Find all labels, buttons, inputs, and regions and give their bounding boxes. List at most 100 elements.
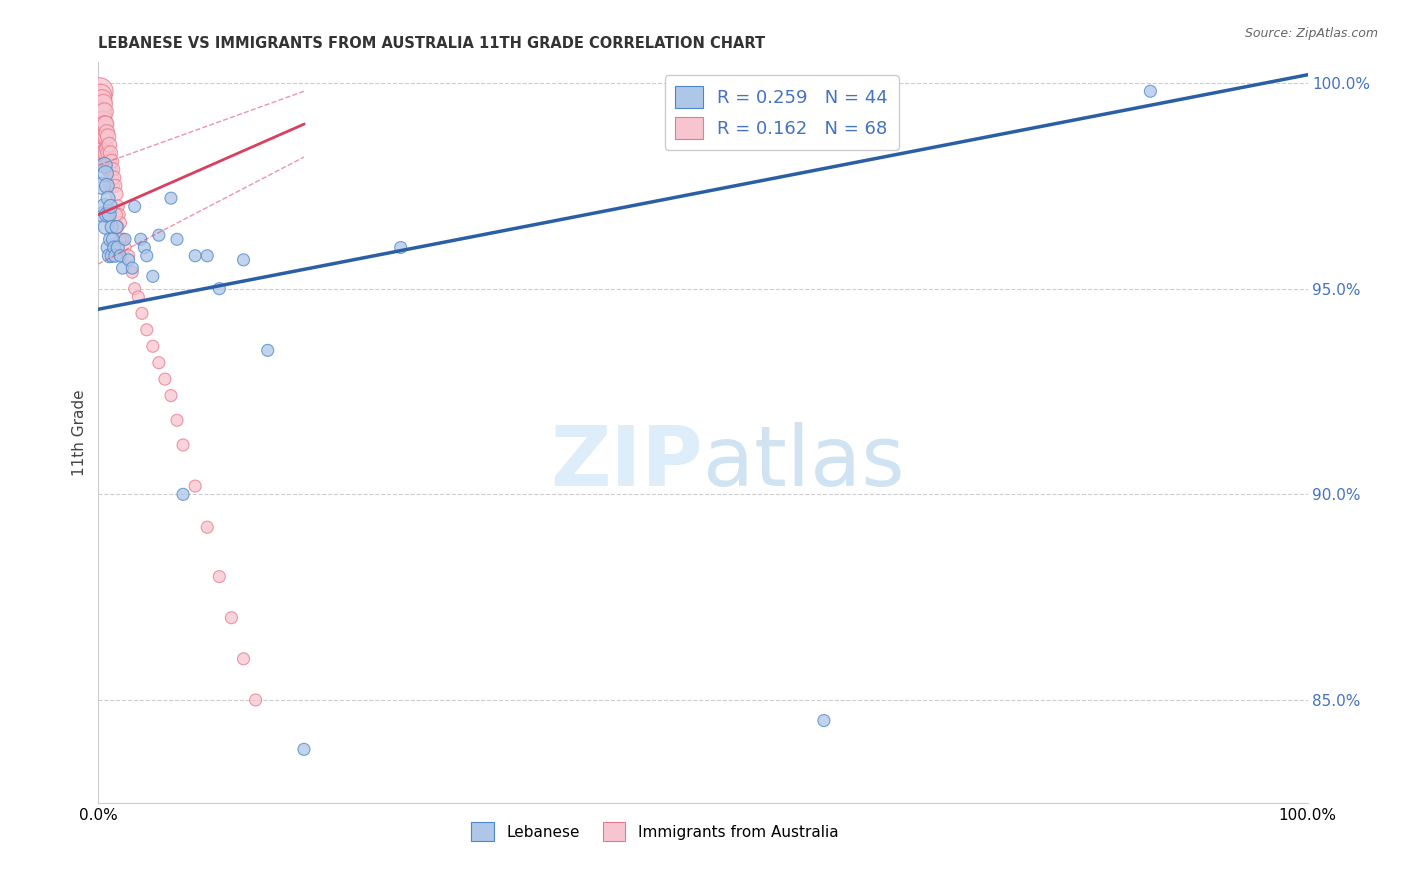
Point [127, 290, 149, 304]
Point [121, 261, 143, 276]
Point [98, 249, 121, 263]
Point [172, 487, 194, 501]
Point [114, 232, 136, 246]
Point [89, 84, 111, 98]
Point [100, 145, 122, 160]
Point [98, 208, 121, 222]
Point [91, 92, 114, 106]
Point [148, 228, 170, 243]
Point [108, 232, 131, 246]
Point [184, 479, 207, 493]
Point [100, 170, 122, 185]
Point [108, 249, 131, 263]
Point [89, 125, 111, 139]
Point [103, 241, 125, 255]
Point [94, 145, 117, 160]
Point [114, 241, 136, 255]
Point [100, 154, 122, 169]
Point [100, 249, 122, 263]
Point [91, 104, 114, 119]
Point [221, 611, 243, 625]
Point [104, 249, 127, 263]
Point [101, 162, 124, 177]
Point [153, 372, 176, 386]
Point [129, 232, 152, 246]
Point [108, 216, 131, 230]
Point [90, 142, 112, 156]
Point [103, 170, 125, 185]
Point [107, 219, 129, 234]
Point [90, 104, 112, 119]
Point [118, 249, 141, 263]
Point [93, 145, 115, 160]
Text: Source: ZipAtlas.com: Source: ZipAtlas.com [1244, 27, 1378, 40]
Point [93, 199, 115, 213]
Point [100, 178, 122, 193]
Point [100, 199, 122, 213]
Point [142, 339, 165, 353]
Point [111, 232, 134, 246]
Point [101, 232, 124, 246]
Point [93, 129, 115, 144]
Y-axis label: 11th Grade: 11th Grade [72, 389, 87, 476]
Point [97, 191, 120, 205]
Point [108, 208, 131, 222]
Point [111, 261, 134, 276]
Point [91, 113, 114, 128]
Point [93, 117, 115, 131]
Point [97, 162, 120, 177]
Point [96, 178, 118, 193]
Point [124, 199, 146, 213]
Legend: Lebanese, Immigrants from Australia: Lebanese, Immigrants from Australia [465, 816, 845, 847]
Point [91, 96, 114, 111]
Point [94, 117, 117, 131]
Point [107, 241, 129, 255]
Point [93, 158, 115, 172]
Point [89, 104, 111, 119]
Point [105, 208, 128, 222]
Point [124, 282, 146, 296]
Point [813, 714, 835, 728]
Point [101, 178, 124, 193]
Point [107, 199, 129, 213]
Point [105, 187, 128, 202]
Point [232, 252, 254, 267]
Point [100, 232, 122, 246]
Text: atlas: atlas [703, 422, 904, 503]
Point [98, 137, 121, 152]
Point [121, 265, 143, 279]
Point [90, 88, 112, 103]
Point [104, 178, 127, 193]
Point [208, 569, 231, 583]
Point [94, 129, 117, 144]
Point [97, 145, 120, 160]
Point [96, 208, 118, 222]
Text: LEBANESE VS IMMIGRANTS FROM AUSTRALIA 11TH GRADE CORRELATION CHART: LEBANESE VS IMMIGRANTS FROM AUSTRALIA 11… [98, 36, 765, 51]
Point [135, 249, 157, 263]
Point [96, 125, 118, 139]
Point [105, 219, 128, 234]
Point [1139, 84, 1161, 98]
Point [91, 145, 114, 160]
Point [91, 125, 114, 139]
Point [93, 158, 115, 172]
Point [166, 232, 188, 246]
Point [98, 154, 121, 169]
Point [131, 306, 153, 320]
Point [292, 742, 315, 756]
Point [96, 142, 118, 156]
Text: ZIP: ZIP [551, 422, 703, 503]
Point [195, 249, 218, 263]
Point [389, 241, 412, 255]
Point [100, 219, 122, 234]
Point [160, 191, 183, 205]
Point [195, 520, 218, 534]
Point [184, 249, 207, 263]
Point [96, 158, 118, 172]
Point [100, 162, 122, 177]
Point [245, 693, 267, 707]
Point [94, 167, 117, 181]
Point [232, 652, 254, 666]
Point [97, 241, 120, 255]
Point [94, 158, 117, 172]
